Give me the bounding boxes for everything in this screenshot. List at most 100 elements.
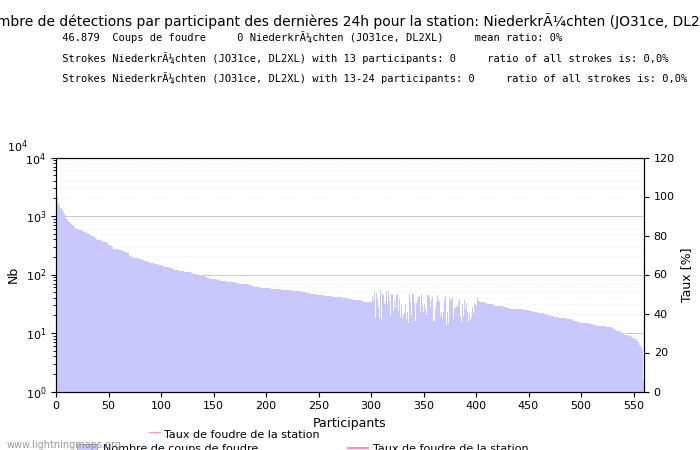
Bar xyxy=(227,282,228,450)
Bar xyxy=(309,294,311,450)
Bar xyxy=(144,261,145,450)
X-axis label: Participants: Participants xyxy=(313,417,387,430)
Bar xyxy=(318,295,319,450)
Bar xyxy=(176,270,177,450)
Bar xyxy=(377,299,378,450)
Bar xyxy=(410,302,412,450)
Bar xyxy=(549,315,550,450)
Bar xyxy=(412,294,414,450)
Bar xyxy=(231,282,232,450)
Bar xyxy=(70,223,71,450)
Bar xyxy=(202,275,204,450)
Bar xyxy=(368,302,370,450)
Bar xyxy=(136,258,137,450)
Bar xyxy=(569,320,570,450)
Bar xyxy=(225,282,227,450)
Bar xyxy=(483,302,484,450)
Bar xyxy=(267,288,269,450)
Bar xyxy=(64,214,65,450)
Bar xyxy=(395,294,397,450)
Bar xyxy=(584,323,586,450)
Bar xyxy=(628,335,629,450)
Bar xyxy=(359,300,360,450)
Bar xyxy=(229,282,230,450)
Bar xyxy=(340,297,341,450)
Bar xyxy=(422,306,423,450)
Bar xyxy=(198,275,200,450)
Bar xyxy=(68,221,69,450)
Bar xyxy=(571,320,572,450)
Bar xyxy=(190,272,191,450)
Bar xyxy=(282,290,284,450)
Bar xyxy=(547,315,548,450)
Bar xyxy=(307,293,309,450)
Bar xyxy=(151,263,152,450)
Bar xyxy=(609,327,610,450)
Bar xyxy=(155,264,156,450)
Bar xyxy=(292,291,293,450)
Bar xyxy=(297,291,298,450)
Bar xyxy=(298,291,299,450)
Bar xyxy=(269,288,270,450)
Bar xyxy=(442,318,443,450)
Bar xyxy=(463,316,464,450)
Bar xyxy=(591,324,592,450)
Bar xyxy=(529,310,530,450)
Bar xyxy=(63,212,64,450)
Bar xyxy=(446,325,447,450)
Bar xyxy=(590,324,591,450)
Bar xyxy=(404,313,405,450)
Bar xyxy=(587,324,588,450)
Bar xyxy=(526,310,527,450)
Text: $10^4$: $10^4$ xyxy=(7,139,28,155)
Bar xyxy=(589,324,590,450)
Bar xyxy=(447,312,448,450)
Bar xyxy=(209,278,210,450)
Bar xyxy=(425,309,426,450)
Bar xyxy=(633,338,634,450)
Bar xyxy=(228,282,229,450)
Bar xyxy=(239,284,240,450)
Bar xyxy=(548,315,549,450)
Bar xyxy=(605,326,606,450)
Bar xyxy=(240,284,241,450)
Bar xyxy=(449,297,450,450)
Bar xyxy=(145,261,146,450)
Bar xyxy=(313,294,314,450)
Bar xyxy=(575,321,576,450)
Bar xyxy=(467,312,468,450)
Bar xyxy=(622,333,624,450)
Bar xyxy=(612,328,613,450)
Bar xyxy=(168,267,169,450)
Bar xyxy=(492,304,493,450)
Bar xyxy=(204,277,206,450)
Bar xyxy=(559,318,561,450)
Bar xyxy=(466,303,467,450)
Bar xyxy=(232,282,233,450)
Bar xyxy=(288,290,290,450)
Bar xyxy=(330,296,332,450)
Bar xyxy=(328,296,330,450)
Bar xyxy=(238,283,239,450)
Bar xyxy=(570,320,571,450)
Bar xyxy=(302,292,303,450)
Bar xyxy=(217,280,218,450)
Bar xyxy=(542,313,543,450)
Bar xyxy=(491,304,492,450)
Bar xyxy=(468,323,469,450)
Bar xyxy=(167,267,168,450)
Bar xyxy=(185,272,186,450)
Bar xyxy=(241,284,242,450)
Bar xyxy=(532,311,533,450)
Bar xyxy=(322,295,323,450)
Bar xyxy=(594,325,595,450)
Bar xyxy=(189,272,190,450)
Bar xyxy=(421,294,422,450)
Bar xyxy=(106,242,107,450)
Bar xyxy=(86,233,87,450)
Bar xyxy=(62,210,63,450)
Legend: Nombre de coups de foudre, Nombre de coups de foudre de la station, Taux de foud: Nombre de coups de foudre, Nombre de cou… xyxy=(73,439,533,450)
Text: Nombre de détections par participant des dernières 24h pour la station: Niederkr: Nombre de détections par participant des… xyxy=(0,14,700,29)
Bar xyxy=(555,317,556,450)
Bar xyxy=(314,294,315,450)
